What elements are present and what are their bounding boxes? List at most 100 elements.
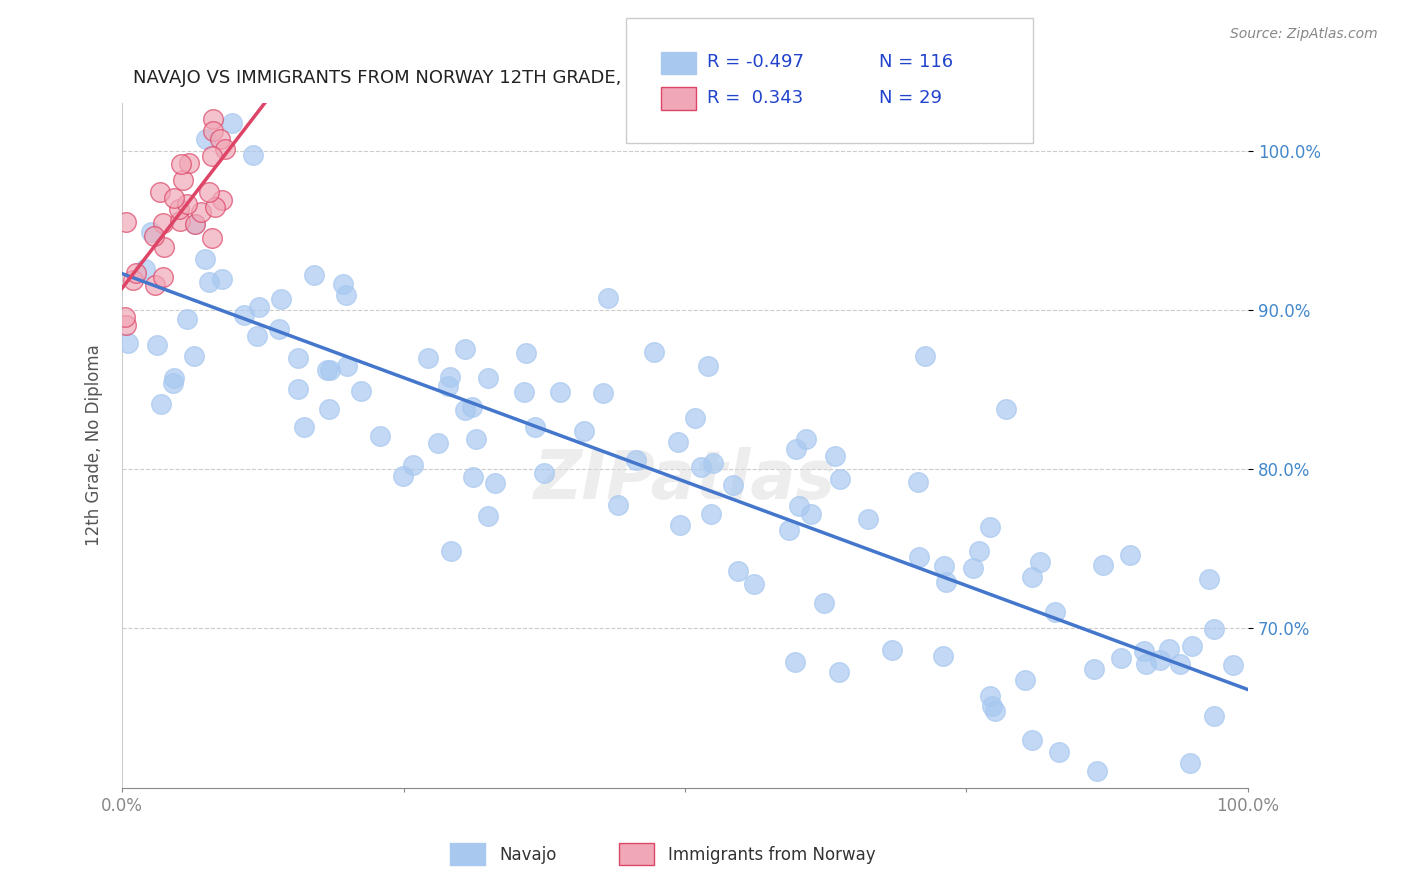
Point — [139, 226, 162, 240]
Point — [318, 402, 340, 417]
Point — [512, 385, 534, 400]
Point — [1043, 606, 1066, 620]
Point — [190, 205, 212, 219]
Point — [785, 442, 807, 457]
Point — [598, 291, 620, 305]
Text: ZIPatlas: ZIPatlas — [534, 447, 837, 513]
Point — [967, 543, 990, 558]
Point — [515, 346, 537, 360]
Point — [856, 512, 879, 526]
Point — [152, 216, 174, 230]
Point — [800, 507, 823, 521]
Point — [465, 432, 488, 446]
Point — [368, 429, 391, 443]
Point — [572, 424, 595, 438]
Point — [995, 402, 1018, 417]
Text: R = -0.497: R = -0.497 — [707, 54, 804, 71]
Point — [183, 350, 205, 364]
Point — [592, 386, 614, 401]
Point — [202, 112, 225, 127]
Point — [1204, 709, 1226, 723]
Point — [172, 173, 194, 187]
Point — [437, 378, 460, 392]
Point — [606, 498, 628, 512]
Point — [115, 318, 138, 333]
Point — [162, 376, 184, 390]
Point — [828, 472, 851, 486]
Point — [208, 132, 231, 146]
Point — [319, 363, 342, 377]
Point — [195, 132, 218, 146]
Point — [163, 371, 186, 385]
Point — [824, 449, 846, 463]
Point — [440, 543, 463, 558]
Point — [416, 351, 439, 365]
Point — [332, 277, 354, 291]
Point — [548, 384, 571, 399]
Y-axis label: 12th Grade, No Diploma: 12th Grade, No Diploma — [86, 344, 103, 546]
Point — [184, 217, 207, 231]
Point — [204, 200, 226, 214]
Point — [125, 267, 148, 281]
Point — [149, 397, 172, 411]
Point — [402, 458, 425, 472]
Point — [302, 268, 325, 282]
Point — [696, 359, 718, 373]
Point — [477, 371, 499, 385]
Point — [1109, 651, 1132, 665]
Point — [453, 403, 475, 417]
Point — [461, 400, 484, 414]
Point — [315, 363, 337, 377]
Point — [184, 217, 207, 231]
Point — [935, 574, 957, 589]
Point — [287, 351, 309, 365]
Point — [1133, 644, 1156, 658]
Point — [1021, 733, 1043, 747]
Point — [908, 550, 931, 565]
Point — [143, 229, 166, 244]
Point — [683, 411, 706, 425]
Point — [169, 214, 191, 228]
Point — [721, 478, 744, 492]
Point — [134, 262, 156, 277]
Point — [699, 507, 721, 521]
Point — [1029, 555, 1052, 569]
Point — [336, 359, 359, 373]
Point — [115, 215, 138, 229]
Point — [742, 576, 765, 591]
Point — [201, 149, 224, 163]
Point — [827, 665, 849, 679]
Point — [666, 435, 689, 450]
Point — [932, 558, 955, 573]
Point — [114, 310, 136, 325]
Point — [1118, 548, 1140, 562]
Point — [727, 564, 749, 578]
Point — [1085, 764, 1108, 779]
Point — [1083, 662, 1105, 676]
Point — [246, 329, 269, 343]
Point — [202, 124, 225, 138]
Point — [882, 643, 904, 657]
Point — [523, 420, 546, 434]
Point — [149, 185, 172, 199]
Point — [932, 649, 955, 664]
Point — [201, 231, 224, 245]
Text: N = 116: N = 116 — [879, 54, 953, 71]
Point — [1168, 657, 1191, 672]
Point — [454, 342, 477, 356]
Point — [292, 420, 315, 434]
Point — [702, 456, 724, 470]
Point — [176, 311, 198, 326]
Point — [668, 517, 690, 532]
Point — [117, 336, 139, 351]
Text: Immigrants from Norway: Immigrants from Norway — [668, 846, 876, 863]
Point — [484, 475, 506, 490]
Point — [785, 656, 807, 670]
Point — [152, 270, 174, 285]
Point — [287, 382, 309, 396]
Point — [221, 116, 243, 130]
Point — [143, 277, 166, 292]
Point — [813, 596, 835, 610]
Point — [477, 508, 499, 523]
Point — [269, 322, 291, 336]
